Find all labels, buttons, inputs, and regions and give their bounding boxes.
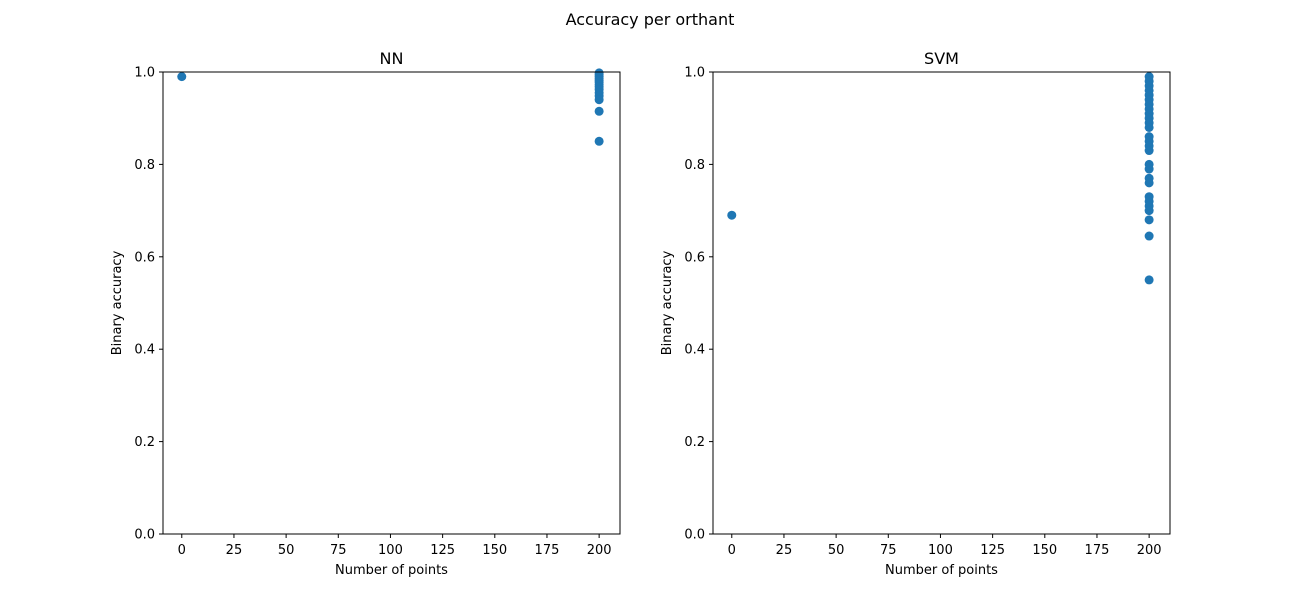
chart-2-point-20 bbox=[1144, 178, 1154, 188]
chart-1-ytick-label-1: 0.2 bbox=[134, 435, 155, 450]
chart-2-ytick-label-0: 0.0 bbox=[684, 528, 705, 543]
chart-1-xtick-label-0: 0 bbox=[178, 543, 186, 558]
chart-1-xtick-label-1: 25 bbox=[226, 543, 243, 558]
chart-2-xtick-label-4: 100 bbox=[928, 543, 953, 558]
chart-2-point-27 bbox=[1144, 275, 1154, 285]
chart-2-axes-frame bbox=[712, 71, 1171, 535]
chart-2-xtick-label-8: 200 bbox=[1137, 543, 1162, 558]
chart-1-ytick-label-5: 1.0 bbox=[134, 66, 155, 81]
chart-1-ytick-label-4: 0.8 bbox=[134, 158, 155, 173]
chart-2-point-0 bbox=[727, 210, 737, 220]
chart-2-xtick-label-7: 175 bbox=[1085, 543, 1110, 558]
chart-1-xtick-label-2: 50 bbox=[278, 543, 295, 558]
chart-1-ytick-label-2: 0.4 bbox=[134, 343, 155, 358]
chart-1-point-0 bbox=[177, 72, 187, 82]
chart-2-xtick-label-6: 150 bbox=[1032, 543, 1057, 558]
chart-2-point-24 bbox=[1144, 206, 1154, 216]
chart-2-ylabel: Binary accuracy bbox=[660, 250, 675, 355]
chart-1-point-12 bbox=[594, 95, 604, 105]
chart-2-title: SVM bbox=[924, 49, 959, 68]
chart-2-point-26 bbox=[1144, 231, 1154, 241]
chart-1-ytick-label-3: 0.6 bbox=[134, 250, 155, 265]
chart-2-xtick-label-1: 25 bbox=[776, 543, 793, 558]
chart-2-ytick-label-2: 0.4 bbox=[684, 343, 705, 358]
chart-2-ytick-label-3: 0.6 bbox=[684, 250, 705, 265]
chart-1-axes-frame bbox=[162, 71, 621, 535]
chart-2-xtick-label-3: 75 bbox=[880, 543, 897, 558]
chart-1-ytick-label-0: 0.0 bbox=[134, 528, 155, 543]
chart-1-point-13 bbox=[594, 106, 604, 116]
chart-1-point-14 bbox=[594, 136, 604, 146]
chart-1-ylabel: Binary accuracy bbox=[110, 250, 125, 355]
chart-2-point-16 bbox=[1144, 146, 1154, 156]
chart-1-xtick-label-3: 75 bbox=[330, 543, 347, 558]
chart-1-xtick-label-7: 175 bbox=[535, 543, 560, 558]
chart-2-xtick-label-5: 125 bbox=[980, 543, 1005, 558]
chart-2-xtick-label-0: 0 bbox=[728, 543, 736, 558]
chart-1-xlabel: Number of points bbox=[335, 563, 448, 578]
chart-2-ytick-label-5: 1.0 bbox=[684, 66, 705, 81]
chart-2-xtick-label-2: 50 bbox=[828, 543, 845, 558]
chart-2-point-25 bbox=[1144, 215, 1154, 225]
chart-2-xlabel: Number of points bbox=[885, 563, 998, 578]
chart-2-ytick-label-4: 0.8 bbox=[684, 158, 705, 173]
chart-1-title: NN bbox=[380, 49, 404, 68]
chart-1-xtick-label-4: 100 bbox=[378, 543, 403, 558]
figure-title: Accuracy per orthant bbox=[565, 10, 735, 29]
chart-1-xtick-label-6: 150 bbox=[482, 543, 507, 558]
chart-1-xtick-label-5: 125 bbox=[430, 543, 455, 558]
chart-1-xtick-label-8: 200 bbox=[587, 543, 612, 558]
chart-2-point-12 bbox=[1144, 122, 1154, 132]
chart-2-ytick-label-1: 0.2 bbox=[684, 435, 705, 450]
chart-2-point-18 bbox=[1144, 164, 1154, 174]
